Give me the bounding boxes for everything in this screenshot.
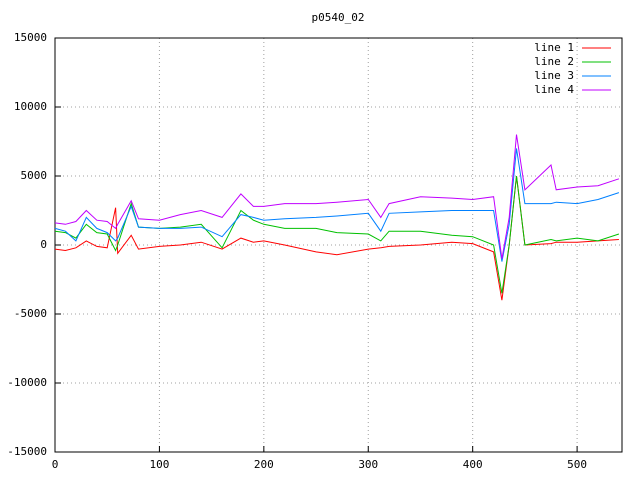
legend-label: line 2 (534, 55, 574, 68)
legend-label: line 4 (534, 83, 574, 96)
data-line (54, 175, 620, 294)
y-tick-label: 5000 (21, 169, 48, 182)
y-tick-label: 0 (40, 238, 47, 251)
x-tick-label: 400 (463, 458, 483, 471)
x-tick-label: 300 (358, 458, 378, 471)
y-tick-label: 15000 (14, 31, 47, 44)
y-tick-label: 10000 (14, 100, 47, 113)
x-tick-label: 0 (52, 458, 59, 471)
data-line (54, 134, 620, 259)
y-tick-label: -15000 (7, 445, 47, 458)
x-tick-label: 100 (149, 458, 169, 471)
data-line (54, 148, 620, 262)
y-tick-label: -10000 (7, 376, 47, 389)
plot-frame (54, 37, 623, 453)
legend-label: line 3 (534, 69, 574, 82)
y-tick-label: -5000 (14, 307, 47, 320)
chart-title: p0540_02 (312, 11, 365, 24)
x-tick-label: 200 (254, 458, 274, 471)
legend-label: line 1 (534, 41, 574, 54)
x-tick-label: 500 (567, 458, 587, 471)
